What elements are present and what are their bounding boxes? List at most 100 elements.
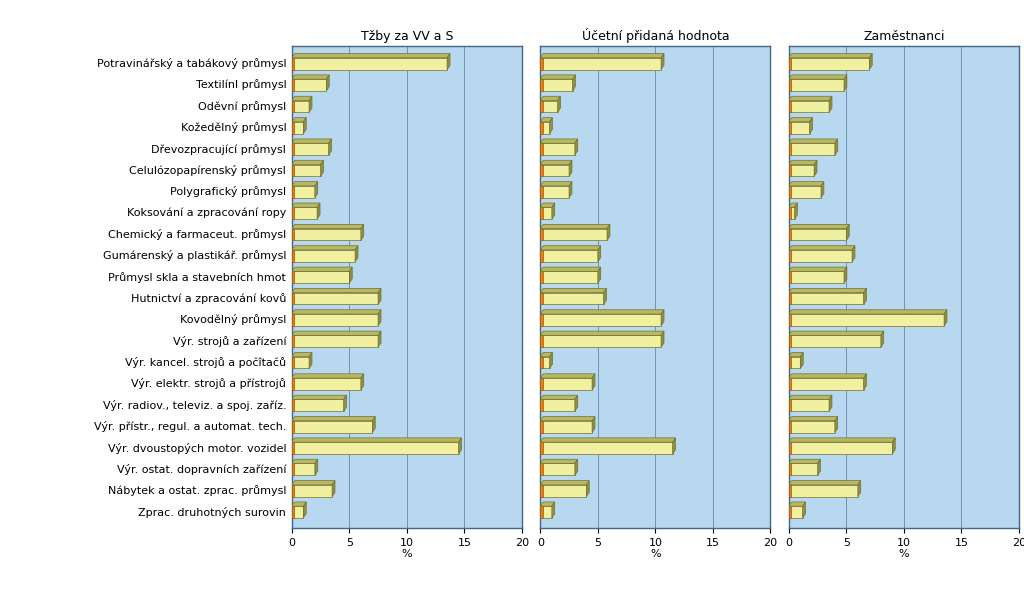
Text: Celulózopapírenský průmysl: Celulózopapírenský průmysl	[129, 165, 287, 176]
Text: Oděvní průmysl: Oděvní průmysl	[198, 101, 287, 112]
Bar	[788, 250, 852, 262]
Polygon shape	[788, 288, 866, 293]
Bar	[541, 357, 550, 368]
Polygon shape	[863, 288, 866, 305]
Bar	[541, 101, 543, 112]
Polygon shape	[788, 331, 884, 336]
Bar	[541, 207, 543, 219]
Polygon shape	[292, 353, 312, 357]
Bar	[292, 164, 294, 176]
Polygon shape	[541, 75, 575, 79]
Polygon shape	[607, 225, 610, 240]
Polygon shape	[349, 267, 352, 283]
Bar	[788, 186, 792, 198]
Text: Textilínl průmysl: Textilínl průmysl	[196, 80, 287, 90]
Bar	[292, 58, 447, 70]
Polygon shape	[329, 139, 332, 155]
Polygon shape	[821, 181, 824, 198]
Text: Výr. radiov., televiz. a spoj. zaříz.: Výr. radiov., televiz. a spoj. zaříz.	[102, 400, 287, 411]
Bar	[788, 442, 892, 454]
Text: Výr. ostat. dopravních zařízení: Výr. ostat. dopravních zařízení	[117, 464, 287, 475]
Polygon shape	[541, 203, 555, 207]
Polygon shape	[795, 203, 798, 219]
Polygon shape	[869, 53, 872, 70]
Polygon shape	[846, 225, 849, 240]
Polygon shape	[788, 160, 817, 164]
Bar	[541, 122, 543, 134]
Text: Průmysl skla a stavebních hmot: Průmysl skla a stavebních hmot	[109, 272, 287, 283]
Bar	[788, 506, 792, 518]
Bar	[292, 399, 294, 411]
Bar	[541, 229, 607, 240]
Polygon shape	[829, 97, 831, 112]
Polygon shape	[541, 374, 595, 378]
Polygon shape	[541, 53, 664, 58]
Polygon shape	[788, 374, 866, 378]
Bar	[292, 250, 294, 262]
Bar	[541, 378, 543, 390]
Polygon shape	[944, 310, 947, 326]
Polygon shape	[292, 310, 381, 314]
Bar	[788, 336, 792, 347]
Polygon shape	[788, 395, 831, 399]
Bar	[292, 207, 317, 219]
Bar	[541, 293, 543, 305]
Polygon shape	[788, 75, 847, 79]
Bar	[788, 464, 817, 475]
Bar	[788, 207, 792, 219]
Bar	[541, 101, 558, 112]
Bar	[788, 442, 792, 454]
Bar	[292, 79, 327, 91]
Bar	[292, 143, 329, 155]
Bar	[788, 293, 863, 305]
Polygon shape	[558, 97, 560, 112]
Polygon shape	[817, 459, 820, 475]
Text: Zprac. druhotných surovin: Zprac. druhotných surovin	[138, 507, 287, 518]
Polygon shape	[829, 395, 831, 411]
Polygon shape	[814, 160, 817, 176]
Polygon shape	[788, 118, 812, 122]
Bar	[292, 421, 294, 433]
Text: Nábytek a ostat. zprac. průmysl: Nábytek a ostat. zprac. průmysl	[108, 485, 287, 496]
Polygon shape	[788, 353, 803, 357]
Polygon shape	[788, 181, 824, 186]
Bar	[788, 229, 846, 240]
Bar	[292, 186, 294, 198]
Polygon shape	[587, 481, 589, 497]
Polygon shape	[788, 97, 831, 101]
Polygon shape	[303, 502, 306, 518]
Polygon shape	[541, 502, 555, 506]
Polygon shape	[598, 267, 601, 283]
Polygon shape	[314, 181, 317, 198]
Bar	[541, 186, 543, 198]
Bar	[788, 485, 792, 497]
Text: Kožedělný průmysl: Kožedělný průmysl	[180, 122, 287, 133]
Bar	[541, 58, 543, 70]
Polygon shape	[541, 353, 552, 357]
Polygon shape	[303, 118, 306, 134]
X-axis label: %: %	[898, 549, 909, 559]
Bar	[788, 101, 792, 112]
Polygon shape	[378, 310, 381, 326]
Bar	[788, 207, 795, 219]
Polygon shape	[592, 416, 595, 433]
Polygon shape	[788, 246, 855, 250]
Polygon shape	[541, 160, 572, 164]
Bar	[788, 58, 792, 70]
Polygon shape	[541, 225, 610, 229]
Polygon shape	[292, 181, 317, 186]
Polygon shape	[788, 459, 820, 464]
Bar	[292, 293, 378, 305]
Polygon shape	[373, 416, 375, 433]
Polygon shape	[788, 502, 806, 506]
Bar	[292, 442, 459, 454]
Bar	[541, 122, 550, 134]
Bar	[541, 79, 572, 91]
Bar	[541, 271, 543, 283]
Bar	[541, 399, 543, 411]
Bar	[541, 442, 673, 454]
Bar	[292, 58, 294, 70]
Polygon shape	[332, 481, 335, 497]
Bar	[788, 271, 844, 283]
Polygon shape	[572, 75, 575, 91]
